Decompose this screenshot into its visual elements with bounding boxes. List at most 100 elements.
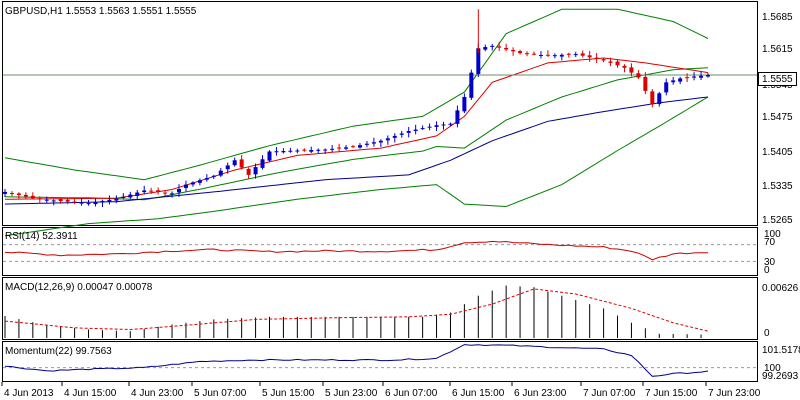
candle-body (441, 124, 446, 126)
time-label: 7 Jun 15:00 (645, 388, 698, 399)
candle-body (281, 151, 286, 153)
candle-body (274, 151, 279, 153)
candle-body (490, 45, 495, 47)
candle-body (142, 190, 147, 193)
candle-body (309, 150, 314, 152)
candle-body (699, 75, 704, 78)
candle-body (497, 46, 502, 48)
rsi-level-label: 70 (764, 237, 776, 248)
candle-body (170, 193, 175, 195)
candle-body (601, 59, 606, 61)
candle-body (594, 57, 599, 59)
candle-body (678, 78, 683, 82)
macd-label: MACD(12,26,9) 0.00047 0.00078 (5, 282, 153, 293)
candle-body (323, 149, 328, 151)
candle-body (664, 82, 669, 93)
momentum-line (4, 344, 709, 377)
time-label: 5 Jun 07:00 (194, 388, 247, 399)
candle-body (128, 194, 133, 198)
momentum-label: Momentum(22) 99.7563 (5, 346, 112, 357)
bollinger-middle-line (4, 67, 709, 201)
macd-signal-line (4, 288, 709, 332)
current-price-tag (758, 72, 797, 86)
price-tick: 1.5615 (762, 44, 793, 55)
header-bg (3, 3, 203, 17)
candle-body (37, 198, 42, 200)
candle-body (636, 73, 641, 78)
candle-body (65, 199, 70, 202)
candle-body (545, 54, 550, 56)
price-panel-frame (2, 1, 758, 226)
candle-body (455, 110, 460, 124)
bollinger-upper-line (4, 8, 709, 181)
candle-body (566, 53, 571, 55)
momentum-panel-frame (2, 341, 758, 382)
candle-body (295, 150, 300, 152)
candle-body (121, 196, 126, 198)
candle-body (204, 178, 209, 180)
candle-body (190, 182, 195, 185)
candle-body (531, 53, 536, 55)
candle-body (622, 65, 627, 68)
macd-axis: 0.00626 0 (762, 283, 799, 339)
candle-body (163, 192, 168, 194)
rsi-level-label: 100 (764, 229, 781, 240)
candle-body (413, 129, 418, 131)
momentum-tick: 99.2693 (762, 371, 799, 382)
time-label: 6 Jun 15:00 (452, 388, 505, 399)
macd-tick: 0.00626 (762, 283, 799, 294)
candle-body (114, 198, 119, 201)
candle-body (420, 128, 425, 130)
candle-body (483, 47, 488, 50)
candle-body (44, 199, 49, 201)
rsi-level-label: 0 (764, 265, 770, 276)
candle-body (30, 195, 35, 199)
candle-body (344, 147, 349, 149)
candle-body (239, 159, 244, 168)
candle-body (183, 184, 188, 188)
candle-body (357, 145, 362, 148)
candle-body (643, 76, 648, 91)
time-label: 6 Jun 07:00 (385, 388, 438, 399)
rsi-axis: 100 70 30 0 (764, 229, 781, 276)
rsi-line (4, 240, 709, 261)
macd-panel-frame (2, 277, 758, 340)
candle-body (692, 76, 697, 78)
candle-body (9, 193, 14, 195)
candle-body (364, 143, 369, 145)
candle-body (86, 203, 91, 205)
price-tick: 1.5475 (762, 112, 793, 123)
candle-body (218, 170, 223, 176)
candle-body (552, 55, 557, 57)
candle-body (476, 48, 481, 75)
candle-body (288, 150, 293, 152)
candle-body (538, 54, 543, 56)
candle-body (685, 77, 690, 79)
candle-body (392, 135, 397, 138)
momentum-axis: 101.5178 100 99.2693 (762, 345, 800, 382)
candle-body (573, 54, 578, 56)
candle-body (671, 80, 676, 83)
price-tick: 1.5335 (762, 181, 793, 192)
candle-body (330, 148, 335, 150)
candle-body (156, 190, 161, 192)
symbol-header: GBPUSD,H1 1.5553 1.5563 1.5551 1.5555 (5, 6, 197, 17)
time-label: 4 Jun 2013 (4, 388, 54, 399)
price-tick: 1.5405 (762, 147, 793, 158)
candle-body (100, 200, 105, 203)
candle-body (587, 55, 592, 58)
time-label: 6 Jun 23:00 (514, 388, 567, 399)
candle-body (135, 192, 140, 196)
time-label: 4 Jun 15:00 (64, 388, 117, 399)
candle-body (462, 96, 467, 112)
time-axis: 4 Jun 2013 4 Jun 15:00 4 Jun 23:00 5 Jun… (1, 382, 761, 399)
candle-body (525, 53, 530, 55)
candle-body (448, 123, 453, 125)
candle-body (232, 160, 237, 166)
candle-body (378, 140, 383, 143)
macd-series-layer (4, 285, 709, 338)
candle-body (3, 191, 7, 194)
candle-body (211, 175, 216, 177)
candle-body (385, 138, 390, 141)
